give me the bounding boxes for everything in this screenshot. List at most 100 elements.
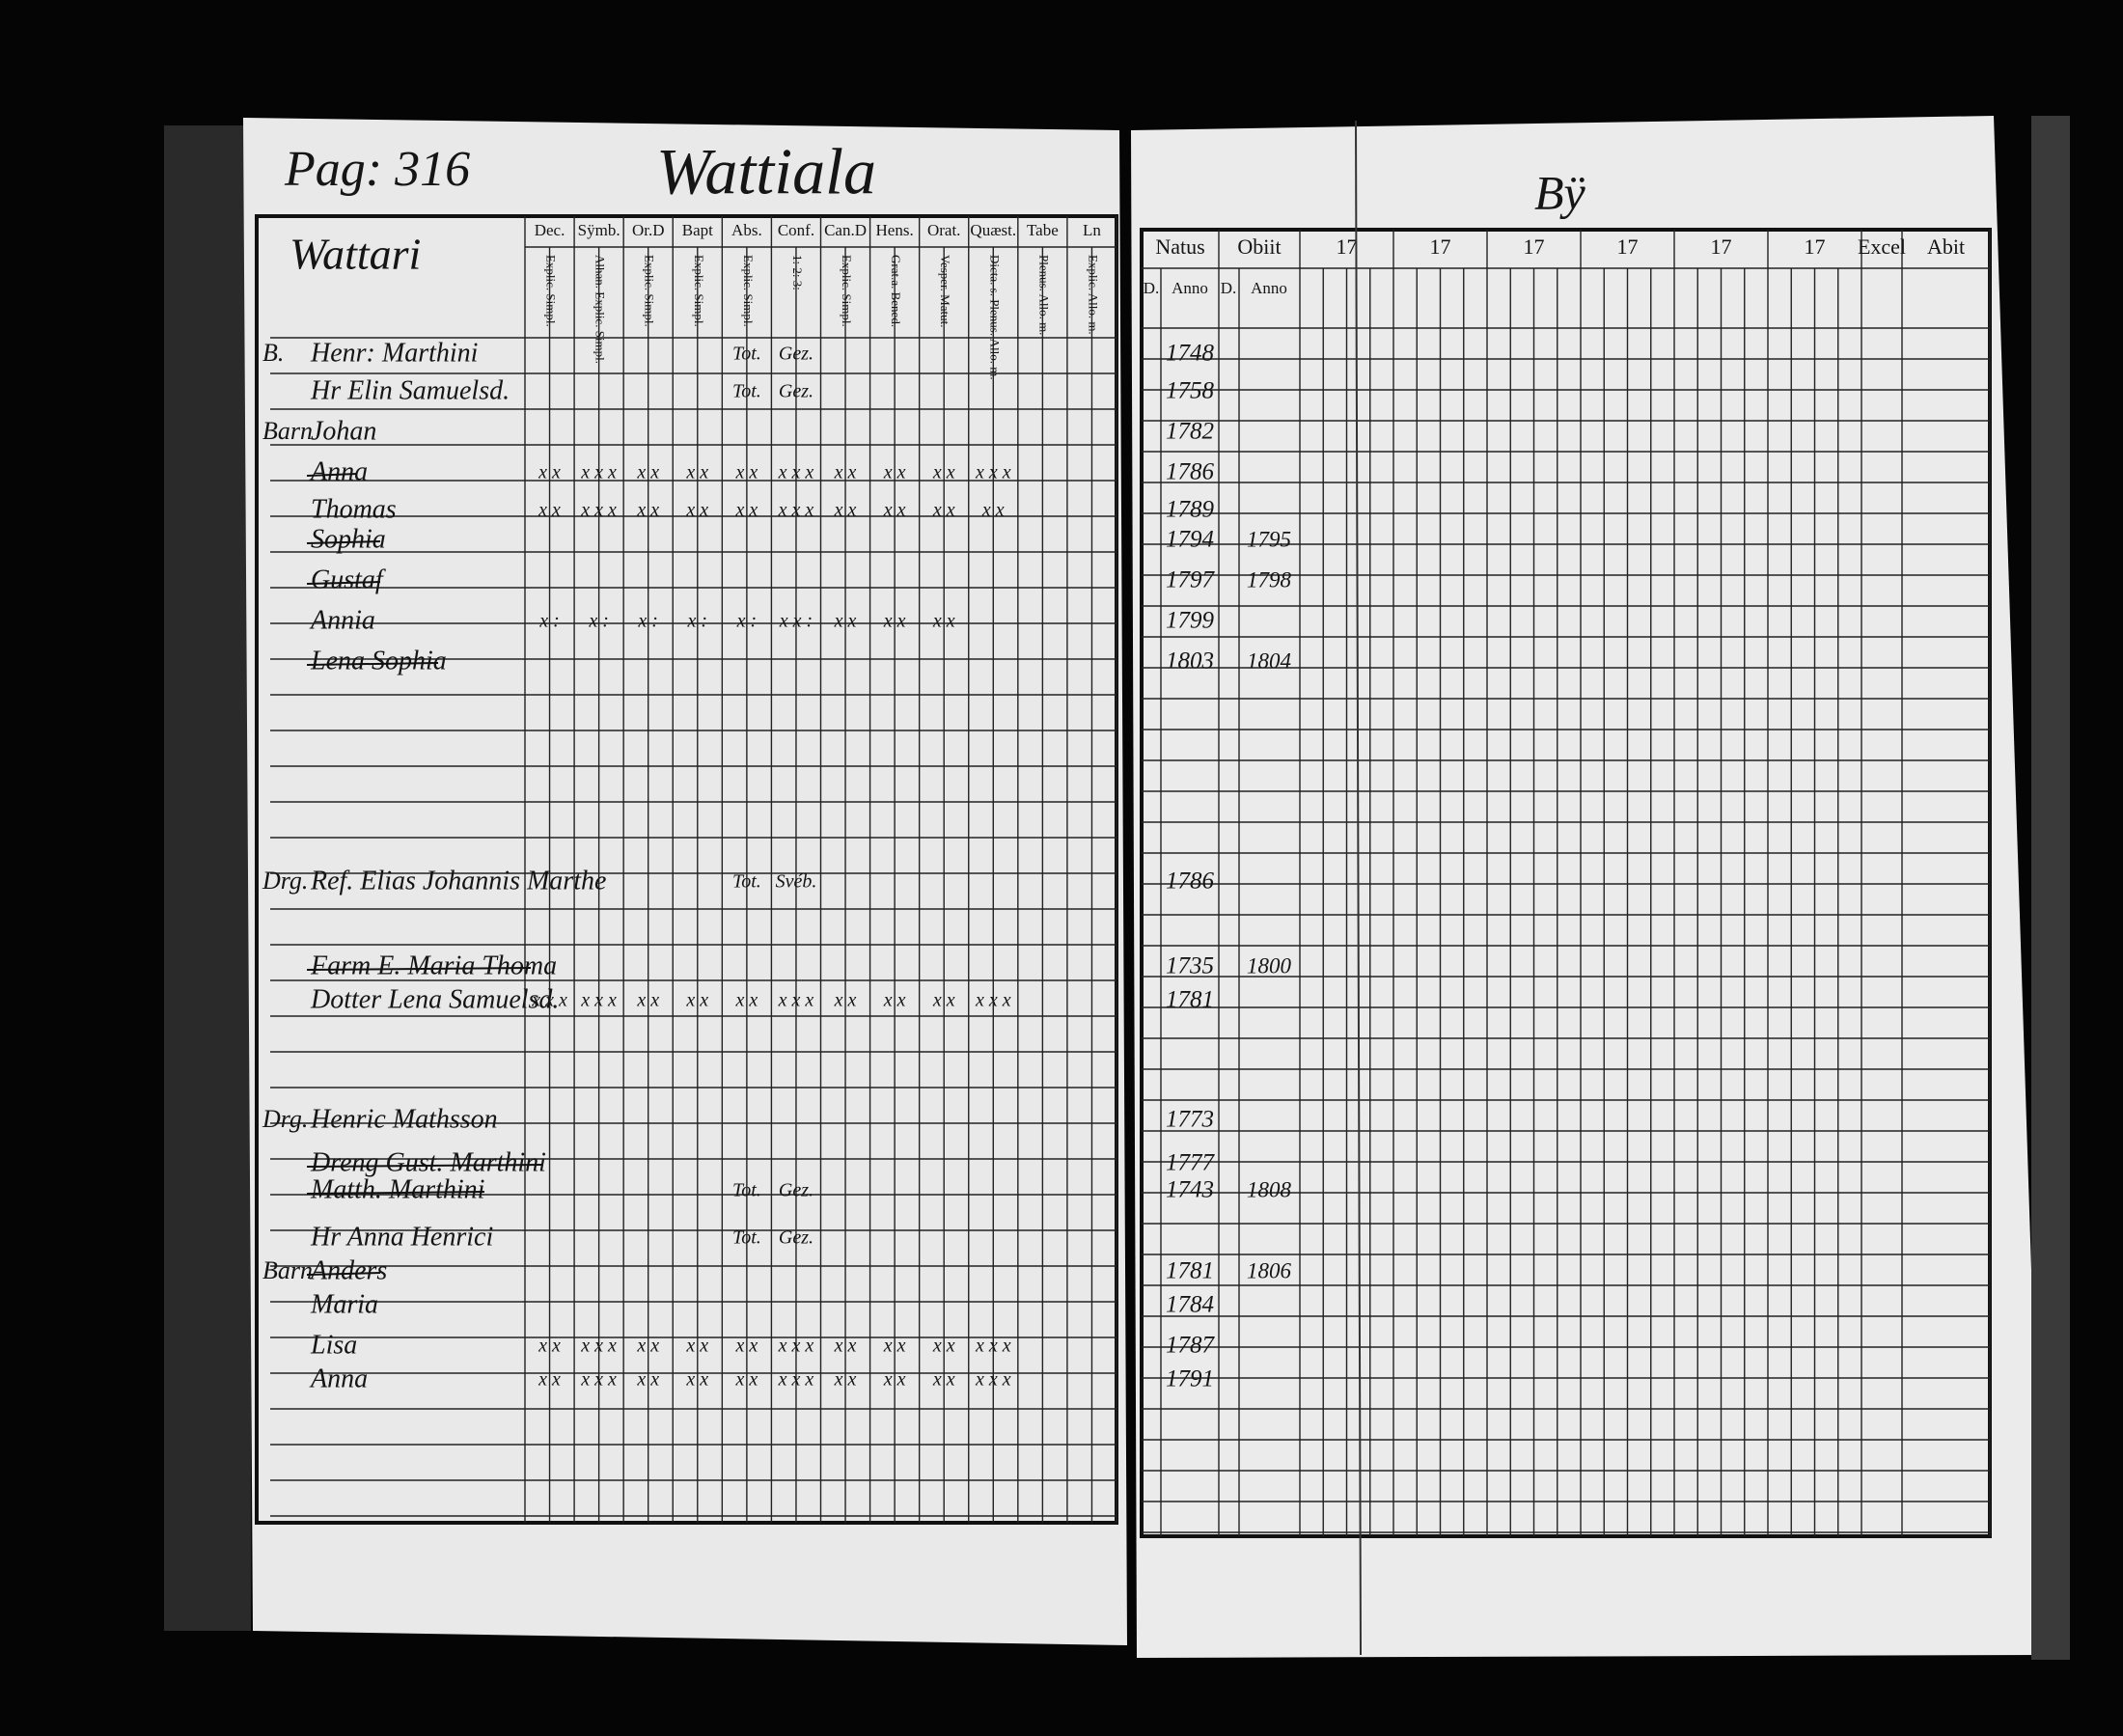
exam-mark: x x — [834, 611, 857, 632]
exam-mark: x x — [932, 462, 955, 483]
exam-note: Gez. — [779, 344, 813, 365]
person-name: Johan — [311, 416, 376, 446]
exam-mark: x x x — [778, 1336, 814, 1357]
left-page — [243, 118, 1127, 1645]
exam-mark: x x — [932, 611, 955, 632]
exam-mark: x x : — [779, 611, 813, 632]
birth-year: 1743 — [1166, 1177, 1214, 1203]
column-title: Abs. — [731, 221, 762, 239]
parish-name: Wattiala — [656, 135, 876, 208]
person-name: Anna — [309, 1364, 368, 1393]
column-subtitle: D. — [1221, 279, 1237, 297]
birth-year: 1789 — [1166, 497, 1215, 523]
column-subtitle: Anno — [1172, 279, 1208, 297]
exam-mark: x x x — [975, 1336, 1011, 1357]
exam-mark: x x x — [531, 990, 567, 1011]
exam-mark: x x — [834, 1336, 857, 1357]
page-edge — [164, 125, 251, 1631]
birth-year: 1786 — [1166, 868, 1215, 895]
exam-mark: x x — [883, 500, 906, 521]
column-title: Obiit — [1237, 234, 1281, 259]
exam-mark: x x — [636, 990, 659, 1011]
row-prefix: Barn — [262, 1256, 313, 1284]
birth-year: 1794 — [1166, 527, 1214, 553]
exam-mark: x x — [538, 1336, 561, 1357]
exam-mark: x x x — [975, 462, 1011, 483]
person-name: Farm E. Maria Thoma — [310, 951, 557, 980]
column-title: Tabe — [1027, 221, 1059, 239]
person-name: Lena Sophia — [310, 646, 447, 675]
exam-mark: x x x — [778, 462, 814, 483]
column-subtitle: D. — [1144, 279, 1160, 297]
column-title: 17 — [1337, 234, 1358, 259]
exam-mark: x x — [685, 462, 708, 483]
person-name: Anders — [309, 1255, 387, 1285]
exam-mark: x x — [981, 500, 1005, 521]
exam-mark: x : — [637, 611, 658, 632]
birth-year: 1777 — [1166, 1150, 1216, 1176]
death-year: 1795 — [1247, 527, 1291, 551]
strike-through — [306, 967, 532, 971]
exam-mark: x x — [734, 1369, 758, 1391]
exam-mark: x x x — [580, 990, 617, 1011]
exam-mark: x x x — [580, 462, 617, 483]
exam-mark: x x x — [778, 500, 814, 521]
birth-year: 1781 — [1166, 1258, 1214, 1284]
exam-mark: x x — [538, 500, 561, 521]
person-name: Dreng Gust. Marthini — [310, 1147, 546, 1177]
strike-through — [306, 540, 381, 544]
exam-note: Tot. — [732, 1227, 761, 1249]
column-title: Natus — [1155, 234, 1204, 259]
person-name: Lisa — [310, 1330, 357, 1360]
birth-year: 1758 — [1166, 378, 1215, 404]
birth-year: 1803 — [1166, 648, 1214, 675]
birth-year: 1786 — [1166, 459, 1215, 485]
person-name: Henr: Marthini — [310, 338, 478, 368]
exam-mark: x x — [685, 990, 708, 1011]
person-name: Thomas — [311, 494, 397, 524]
person-name: Gustaf — [311, 565, 386, 594]
column-title: Abit — [1927, 234, 1965, 259]
right-page — [1131, 116, 2044, 1658]
person-name: Anna — [309, 456, 368, 486]
exam-mark: x x x — [580, 1369, 617, 1391]
exam-mark: x x — [932, 500, 955, 521]
exam-note: Tot. — [732, 1180, 761, 1201]
row-prefix: Drg. — [262, 1105, 308, 1133]
exam-mark: x x x — [778, 990, 814, 1011]
person-name: Dotter Lena Samuelsd. — [310, 984, 559, 1014]
person-name: Hr Anna Henrici — [310, 1222, 493, 1252]
death-year: 1808 — [1247, 1177, 1292, 1201]
exam-note: Tot. — [732, 381, 761, 402]
exam-mark: x x — [734, 462, 758, 483]
exam-mark: x x — [685, 1336, 708, 1357]
death-year: 1800 — [1247, 953, 1292, 978]
column-subtitle: Explic. Allo. m. — [1086, 255, 1100, 335]
strike-through — [306, 581, 381, 585]
exam-mark: x x — [834, 990, 857, 1011]
person-name: Hr Elin Samuelsd. — [310, 375, 510, 405]
strike-through — [306, 1164, 543, 1168]
column-subtitle: Plenus. Allo. m. — [1036, 255, 1051, 335]
column-title: Ln — [1083, 221, 1101, 239]
strike-through — [306, 1272, 381, 1276]
person-name: Annia — [309, 605, 375, 635]
strike-through — [306, 1191, 485, 1195]
exam-note: Tot. — [732, 871, 761, 893]
exam-mark: x x x — [580, 500, 617, 521]
person-name: Henric Mathsson — [310, 1104, 498, 1134]
column-subtitle: Explic. Simpl. — [692, 255, 706, 327]
exam-mark: x x x — [975, 990, 1011, 1011]
column-title: Orat. — [927, 221, 960, 239]
exam-mark: x : — [736, 611, 758, 632]
exam-mark: x x — [636, 1369, 659, 1391]
exam-mark: x x — [883, 462, 906, 483]
exam-mark: x x — [636, 500, 659, 521]
register-content: Dec. Explic. Simpl. Sÿmb. Alhan. Explic. Si… — [262, 120, 1991, 1656]
exam-mark: x x — [883, 611, 906, 632]
column-title: Can.D — [824, 221, 867, 239]
column-title: Conf. — [778, 221, 814, 239]
column-subtitle: Explic. Simpl. — [544, 255, 559, 327]
person-name: Sophia — [311, 524, 386, 554]
